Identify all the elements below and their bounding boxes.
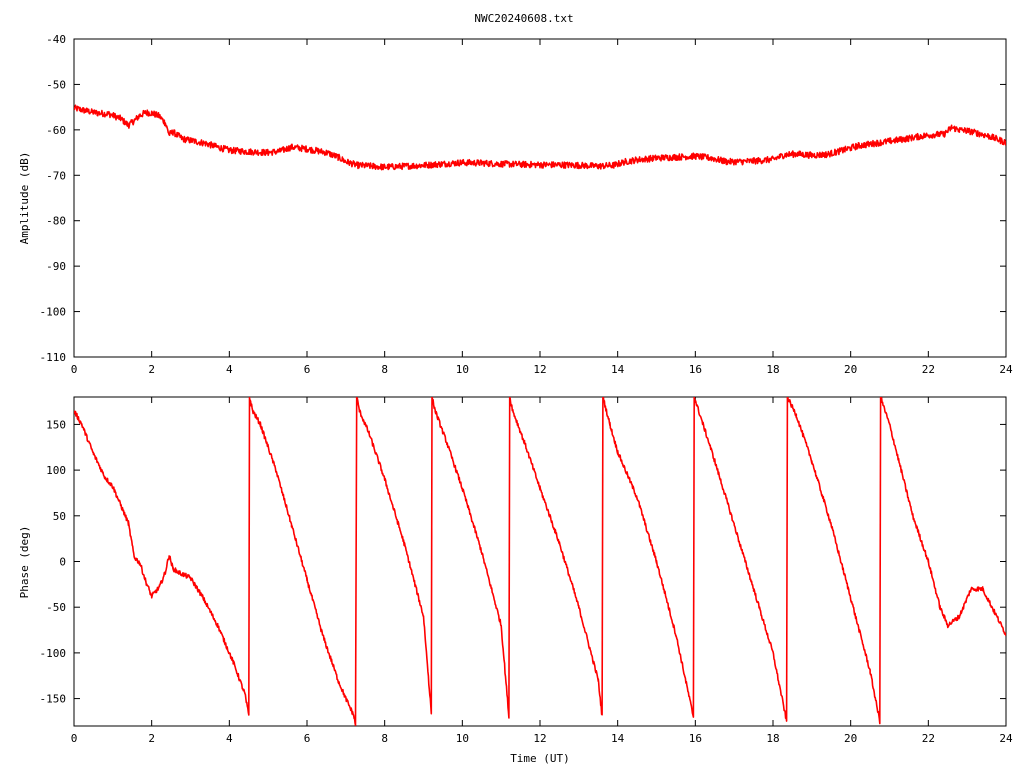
phase-plot-frame (73, 396, 1007, 727)
amplitude-plot-frame (73, 38, 1007, 358)
phase-x-tick-label: 2 (148, 732, 155, 745)
phase-x-tick-label: 18 (766, 732, 779, 745)
phase-y-tick-label: 50 (53, 510, 66, 523)
amplitude-series-line (74, 104, 1006, 171)
amplitude-y-tick-label: -70 (46, 169, 66, 182)
amplitude-panel: 0 2 4 6 8 10 12 14 16 18 20 22 24-40-50-60-70-80-90-… (40, 33, 1013, 376)
phase-y-tick-label: 100 (46, 464, 66, 477)
amplitude-x-tick-label: 24 (999, 363, 1013, 376)
amplitude-y-tick-label: -50 (46, 78, 66, 91)
phase-x-tick-label: 4 (226, 732, 233, 745)
amplitude-x-tick-label: 8 (381, 363, 388, 376)
amplitude-x-tick-label: 18 (766, 363, 779, 376)
phase-x-tick-label: 16 (689, 732, 702, 745)
amplitude-y-tick-label: -90 (46, 260, 66, 273)
phase-x-tick-label: 8 (381, 732, 388, 745)
amplitude-y-tick-label: -110 (40, 351, 67, 364)
amplitude-y-tick-label: -80 (46, 215, 66, 228)
phase-x-tick-label: 12 (533, 732, 546, 745)
amplitude-x-tick-label: 14 (611, 363, 625, 376)
phase-y-axis-label: Phase (deg) (18, 526, 31, 599)
phase-y-tick-label: -150 (40, 693, 67, 706)
amplitude-y-tick-label: -100 (40, 306, 67, 319)
amplitude-x-tick-label: 6 (304, 363, 311, 376)
amplitude-x-tick-label: 4 (226, 363, 233, 376)
phase-x-tick-label: 0 (71, 732, 78, 745)
phase-x-tick-label: 10 (456, 732, 469, 745)
phase-x-tick-label: 22 (922, 732, 935, 745)
phase-y-tick-label: 0 (59, 556, 66, 569)
amplitude-y-axis-label: Amplitude (dB) (18, 152, 31, 245)
amplitude-x-tick-label: 0 (71, 363, 78, 376)
phase-x-tick-label: 24 (999, 732, 1013, 745)
phase-x-tick-label: 14 (611, 732, 625, 745)
phase-series-line (74, 397, 1006, 726)
time-x-axis-label: Time (UT) (510, 752, 570, 765)
phase-y-tick-label: -100 (40, 647, 67, 660)
amplitude-x-tick-label: 22 (922, 363, 935, 376)
chart-title: NWC20240608.txt (474, 12, 573, 25)
amplitude-x-tick-label: 16 (689, 363, 702, 376)
phase-y-tick-label: 150 (46, 418, 66, 431)
amplitude-x-tick-label: 10 (456, 363, 469, 376)
amplitude-x-tick-label: 2 (148, 363, 155, 376)
phase-x-tick-label: 20 (844, 732, 857, 745)
phase-x-tick-label: 6 (304, 732, 311, 745)
amplitude-y-tick-label: -60 (46, 124, 66, 137)
amplitude-x-tick-label: 20 (844, 363, 857, 376)
amplitude-y-tick-label: -40 (46, 33, 66, 46)
amplitude-x-tick-label: 12 (533, 363, 546, 376)
phase-y-tick-label: -50 (46, 601, 66, 614)
phase-panel: 0 2 4 6 8 10 12 14 16 18 20 22 24150100500-50-100-15… (40, 396, 1013, 745)
